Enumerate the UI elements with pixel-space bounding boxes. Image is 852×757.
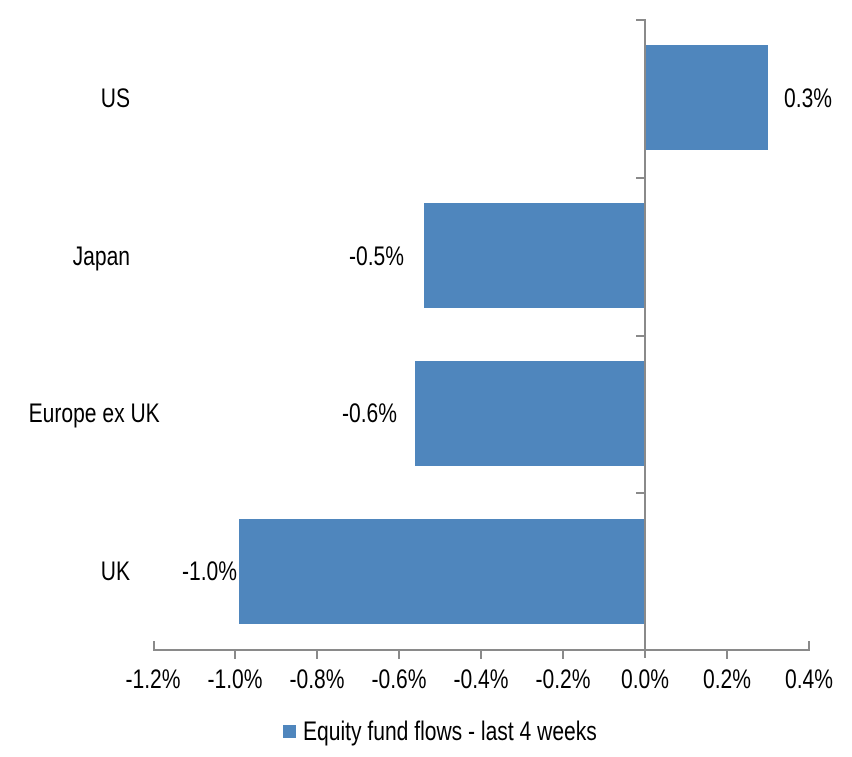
x-tick-label-02: 0.2% — [702, 664, 751, 694]
x-axis-tick — [234, 651, 236, 659]
bar-japan — [423, 203, 645, 309]
x-axis-tick — [480, 651, 482, 659]
bar-us — [645, 45, 768, 151]
x-tick-label-12: -1.2% — [125, 664, 181, 694]
x-tick-label-04: 0.4% — [784, 664, 833, 694]
x-axis-tick — [562, 651, 564, 659]
y-axis-tick — [636, 177, 644, 179]
x-tick-label-00: 0.0% — [620, 664, 669, 694]
x-axis-tick — [316, 651, 318, 659]
x-axis-endcap — [808, 641, 810, 649]
data-label-uk: -1.0% — [182, 556, 238, 587]
category-label-uk: UK — [100, 556, 130, 587]
category-label-us: US — [100, 82, 130, 113]
y-axis-tick — [636, 335, 644, 337]
category-label-europe-ex-uk: Europe ex UK — [28, 398, 160, 429]
x-axis-tick — [726, 651, 728, 659]
bar-uk — [239, 518, 645, 624]
x-tick-label-06: -0.6% — [371, 664, 427, 694]
x-tick-label-08: -0.8% — [289, 664, 345, 694]
y-axis-tick — [636, 492, 644, 494]
x-axis-tick — [398, 651, 400, 659]
y-axis-line — [644, 19, 646, 658]
y-axis-tick — [636, 19, 644, 21]
bar-europe-ex-uk — [415, 360, 645, 466]
data-label-japan: -0.5% — [348, 240, 404, 271]
x-axis-line — [153, 649, 810, 651]
category-label-japan: Japan — [72, 240, 130, 271]
data-label-us: 0.3% — [784, 82, 833, 113]
x-tick-label-04: -0.4% — [453, 664, 509, 694]
x-axis-endcap — [152, 641, 155, 649]
data-label-europe-ex-uk: -0.6% — [342, 398, 398, 429]
x-tick-label-02: -0.2% — [535, 664, 591, 694]
x-tick-label-10: -1.0% — [207, 664, 263, 694]
